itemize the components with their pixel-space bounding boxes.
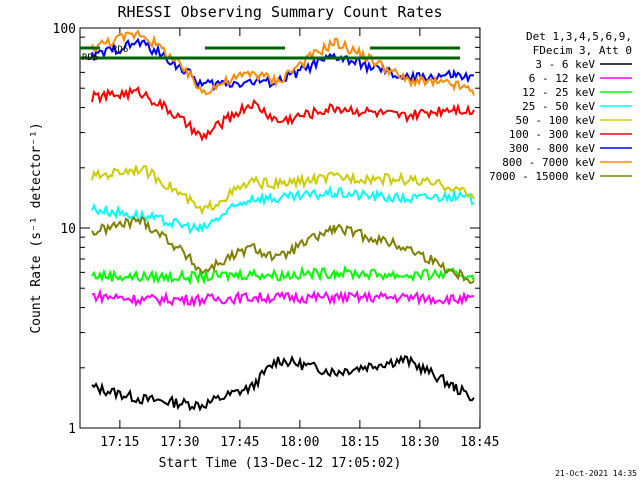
- y-tick-label: 1: [68, 422, 76, 437]
- legend-item-label: 25 - 50 keV: [522, 100, 595, 113]
- series-line: [91, 215, 475, 284]
- series-line: [91, 288, 475, 309]
- annotation-rd6: RD6: [82, 53, 98, 63]
- annotation-rd6: RD6: [112, 45, 128, 55]
- series-line: [91, 184, 475, 236]
- series-line: [91, 85, 475, 142]
- y-tick-label: 10: [60, 222, 76, 237]
- series-line: [91, 165, 475, 216]
- x-tick-label: 18:15: [340, 435, 379, 450]
- legend-item-label: 800 - 7000 keV: [502, 156, 595, 169]
- plot-area: 17:15 17:30 17:45 18:00 18:15 18:30 18:45 1 10 10…: [53, 22, 500, 450]
- chart-title: RHESSI Observing Summary Count Rates: [117, 3, 442, 21]
- legend-item-label: 100 - 300 keV: [509, 128, 595, 141]
- x-axis-label: Start Time (13-Dec-12 17:05:02): [159, 456, 402, 471]
- y-tick-label: 100: [53, 22, 76, 37]
- x-tick-label: 17:15: [100, 435, 139, 450]
- legend-item-label: 50 - 100 keV: [516, 114, 596, 127]
- legend-header: Det 1,3,4,5,6,9,: [526, 30, 632, 43]
- legend-header: FDecim 3, Att 0: [533, 44, 632, 57]
- legend-item-label: 12 - 25 keV: [522, 86, 595, 99]
- x-tick-label: 17:45: [220, 435, 259, 450]
- legend-item-label: 3 - 6 keV: [535, 58, 595, 71]
- x-tick-label: 18:45: [460, 435, 499, 450]
- x-tick-label: 18:00: [280, 435, 319, 450]
- legend: Det 1,3,4,5,6,9,FDecim 3, Att 03 - 6 keV…: [489, 30, 632, 183]
- y-axis-label: Count Rate (s⁻¹ detector⁻¹): [29, 122, 44, 333]
- legend-item-label: 300 - 800 keV: [509, 142, 595, 155]
- x-tick-label: 17:30: [160, 435, 199, 450]
- series-line: [91, 29, 475, 96]
- series-line: [91, 354, 475, 412]
- x-tick-label: 18:30: [400, 435, 439, 450]
- series-line: [91, 265, 475, 286]
- footer-date: 21-Oct-2021 14:35: [555, 469, 637, 478]
- legend-item-label: 7000 - 15000 keV: [489, 170, 595, 183]
- legend-item-label: 6 - 12 keV: [529, 72, 596, 85]
